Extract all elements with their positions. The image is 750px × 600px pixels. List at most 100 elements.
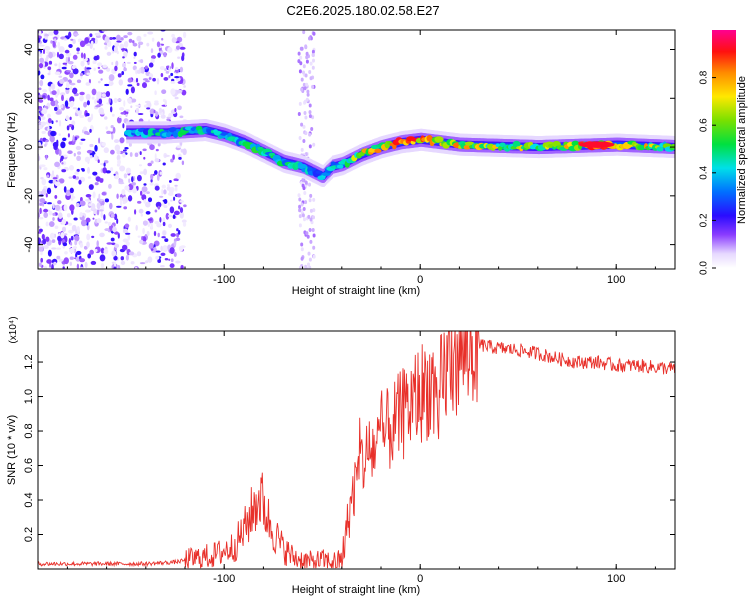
noise-speckle bbox=[114, 42, 120, 48]
noise-speckle bbox=[159, 171, 163, 176]
noise-speckle bbox=[48, 221, 55, 228]
noise-speckle bbox=[94, 249, 98, 252]
noise-speckle bbox=[48, 210, 53, 216]
noise-speckle bbox=[308, 265, 312, 269]
noise-speckle bbox=[160, 73, 164, 78]
noise-speckle bbox=[69, 72, 74, 79]
noise-speckle bbox=[179, 66, 184, 73]
noise-speckle bbox=[39, 57, 45, 64]
noise-speckle bbox=[302, 82, 306, 87]
noise-speckle bbox=[156, 174, 160, 181]
noise-speckle bbox=[159, 195, 164, 198]
noise-speckle bbox=[58, 212, 63, 219]
noise-speckle bbox=[68, 43, 73, 49]
noise-speckle bbox=[167, 214, 173, 218]
noise-speckle bbox=[126, 97, 132, 103]
noise-speckle bbox=[104, 221, 108, 224]
noise-speckle bbox=[140, 213, 143, 217]
noise-speckle bbox=[123, 40, 129, 48]
noise-speckle bbox=[108, 183, 112, 189]
noise-speckle bbox=[147, 31, 154, 35]
noise-speckle bbox=[69, 204, 75, 212]
noise-speckle bbox=[70, 100, 75, 107]
noise-speckle bbox=[66, 213, 71, 218]
noise-speckle bbox=[58, 62, 61, 69]
noise-speckle bbox=[132, 40, 135, 44]
noise-speckle bbox=[110, 82, 114, 85]
noise-speckle bbox=[305, 231, 309, 236]
noise-speckle bbox=[150, 58, 155, 64]
noise-speckle bbox=[298, 223, 302, 228]
noise-speckle bbox=[98, 98, 103, 105]
noise-speckle bbox=[44, 45, 51, 51]
noise-speckle bbox=[79, 258, 86, 263]
noise-speckle bbox=[51, 247, 57, 250]
noise-speckle bbox=[43, 245, 49, 250]
noise-speckle bbox=[119, 165, 126, 172]
noise-speckle bbox=[38, 87, 42, 91]
noise-speckle bbox=[302, 124, 306, 129]
noise-speckle bbox=[142, 148, 147, 152]
y-tick-label: 0.2 bbox=[23, 527, 35, 542]
noise-speckle bbox=[116, 116, 122, 124]
noise-speckle bbox=[74, 171, 79, 175]
noise-speckle bbox=[120, 48, 127, 51]
noise-speckle bbox=[72, 68, 79, 75]
noise-speckle bbox=[68, 124, 73, 128]
noise-speckle bbox=[173, 251, 177, 258]
noise-speckle bbox=[170, 258, 174, 263]
ridge-peak bbox=[670, 143, 675, 149]
ridge-band bbox=[166, 129, 169, 135]
noise-speckle bbox=[60, 155, 64, 160]
noise-speckle bbox=[101, 191, 107, 196]
noise-speckle bbox=[69, 261, 73, 266]
noise-speckle bbox=[60, 104, 64, 109]
noise-speckle bbox=[67, 222, 72, 226]
noise-speckle bbox=[51, 264, 54, 269]
noise-speckle bbox=[62, 245, 65, 249]
noise-speckle bbox=[170, 72, 174, 77]
noise-speckle bbox=[133, 51, 137, 57]
noise-speckle bbox=[65, 115, 69, 121]
noise-speckle bbox=[118, 79, 124, 86]
noise-speckle bbox=[50, 83, 55, 89]
noise-speckle bbox=[41, 178, 47, 186]
noise-speckle bbox=[99, 178, 104, 183]
noise-speckle bbox=[169, 263, 175, 268]
noise-speckle bbox=[97, 62, 103, 67]
noise-speckle bbox=[58, 133, 61, 137]
noise-speckle bbox=[99, 232, 105, 238]
noise-speckle bbox=[113, 266, 117, 269]
noise-speckle bbox=[177, 230, 181, 235]
noise-speckle bbox=[85, 82, 91, 86]
noise-speckle bbox=[38, 30, 42, 36]
noise-speckle bbox=[150, 248, 154, 251]
noise-speckle bbox=[309, 193, 313, 198]
noise-speckle bbox=[84, 198, 91, 202]
noise-speckle bbox=[135, 77, 139, 83]
noise-speckle bbox=[130, 261, 135, 265]
colorbar-scale bbox=[712, 30, 736, 268]
noise-speckle bbox=[155, 250, 161, 253]
noise-speckle bbox=[71, 224, 77, 232]
noise-speckle bbox=[149, 182, 154, 186]
noise-speckle bbox=[298, 265, 302, 269]
noise-speckle bbox=[58, 178, 65, 184]
noise-speckle bbox=[38, 147, 42, 151]
noise-speckle bbox=[114, 243, 120, 248]
noise-speckle bbox=[72, 135, 75, 142]
noise-speckle bbox=[159, 65, 165, 71]
noise-speckle bbox=[61, 218, 67, 225]
noise-speckle bbox=[182, 221, 187, 227]
noise-speckle bbox=[110, 125, 114, 129]
noise-speckle bbox=[306, 89, 310, 94]
noise-speckle bbox=[177, 105, 182, 111]
noise-speckle bbox=[177, 56, 181, 59]
spectrogram-x-label: Height of straight line (km) bbox=[292, 285, 420, 297]
noise-speckle bbox=[164, 68, 167, 72]
noise-speckle bbox=[85, 67, 92, 70]
spectrogram-y-axis: -40 -20 0 20 40 bbox=[23, 43, 675, 253]
noise-speckle bbox=[69, 256, 74, 260]
noise-speckle bbox=[150, 222, 153, 229]
noise-speckle bbox=[172, 154, 175, 161]
